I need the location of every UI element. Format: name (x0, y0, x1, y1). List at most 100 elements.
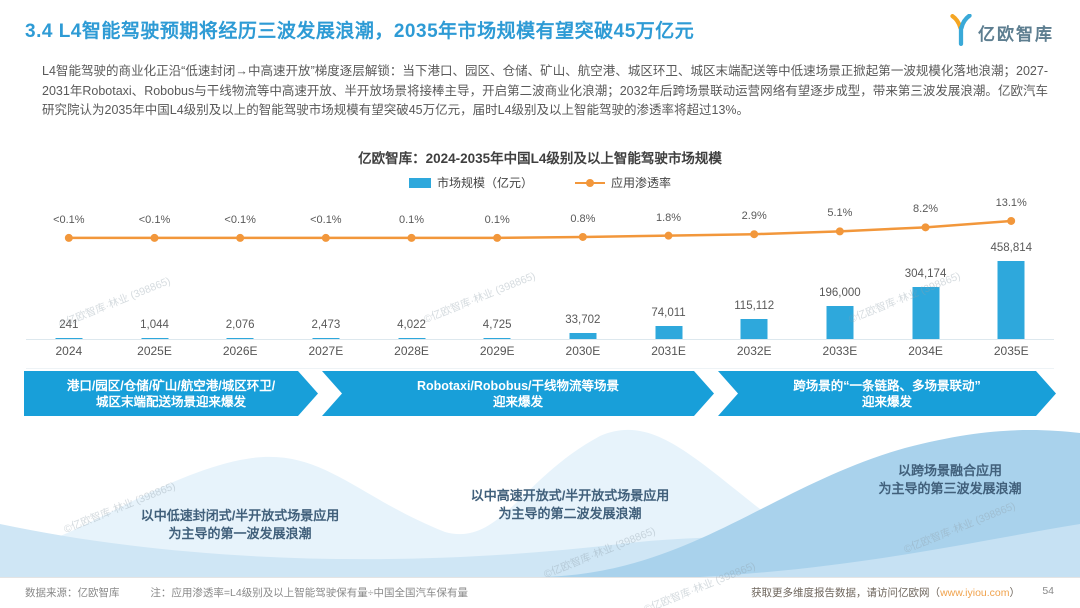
market-size-label: 196,000 (819, 286, 861, 299)
market-size-label: 2,076 (225, 318, 255, 331)
footnote: 注：应用渗透率=L4级别及以上智能驾驶保有量÷中国全国汽车保有量 (150, 587, 468, 599)
year-tick-label: 2029E (479, 344, 515, 358)
market-size-bar (312, 337, 340, 339)
market-size-label: 241 (59, 318, 79, 331)
wave1-label: 以中低速封闭式/半开放式场景应用 为主导的第一波发展浪潮 (140, 508, 340, 541)
line-swatch-icon (575, 178, 605, 188)
market-size-bar (655, 326, 683, 339)
page-number: 54 (1042, 585, 1054, 597)
market-size-bar (569, 333, 597, 339)
penetration-label: <0.1% (224, 213, 256, 226)
footer-right: 获取更多维度报告数据，请访问亿欧网（www.iyiou.com） (751, 587, 1020, 599)
market-size-label: 458,814 (990, 242, 1033, 254)
wave-layer-foam (700, 524, 1080, 577)
combo-chart: <0.1% 241 2024 <0.1% 1,044 2025E <0.1% 2,076 202… (26, 196, 1054, 372)
chart-legend: 市场规模（亿元） 应用渗透率 (0, 174, 1080, 191)
penetration-label: 13.1% (995, 196, 1027, 209)
footer-left: 数据来源：亿欧智库 注：应用渗透率=L4级别及以上智能驾驶保有量÷中国全国汽车保… (25, 585, 468, 600)
page-header: 3.4 L4智能驾驶预期将经历三波发展浪潮，2035年市场规模有望突破45万亿元 (25, 16, 905, 43)
axis-bottom-rule (26, 368, 1054, 369)
market-size-label: 4,022 (397, 318, 426, 331)
banner-wave2-scenes: Robotaxi/Robobus/干线物流等场景 迎来爆发 (322, 371, 714, 416)
market-size-bar (398, 337, 426, 339)
chart-column-2026E: <0.1% 2,076 2026E (197, 196, 283, 372)
market-size-bar (226, 337, 254, 339)
legend-label: 应用渗透率 (611, 176, 672, 190)
iyiou-link[interactable]: www.iyiou.com (940, 587, 1010, 599)
market-size-label: 74,011 (651, 307, 686, 320)
chart-column-2035E: 13.1% 458,814 2035E (968, 196, 1054, 372)
banner-text: 迎来爆发 (861, 394, 912, 409)
legend-item-penetration: 应用渗透率 (575, 174, 671, 191)
x-axis-baseline (26, 339, 1054, 340)
chart-column-2034E: 8.2% 304,174 2034E (883, 196, 969, 372)
penetration-label: 1.8% (656, 211, 682, 224)
penetration-label: <0.1% (53, 213, 85, 226)
banner-text: 港口/园区/仓储/矿山/航空港/城区环卫/ (66, 378, 276, 393)
wave2-label: 以中高速开放式/半开放式场景应用 为主导的第二波发展浪潮 (470, 488, 670, 521)
market-size-bar (826, 305, 854, 339)
chart-title: 亿欧智库：2024-2035年中国L4级别及以上智能驾驶市场规模 (358, 151, 722, 166)
wave-graphic (0, 429, 1080, 577)
market-size-bar (912, 287, 940, 339)
chart-column-2031E: 1.8% 74,011 2031E (626, 196, 712, 372)
year-tick-label: 2032E (736, 344, 772, 358)
banner-text: 跨场景的“一条链路、多场景联动” (793, 378, 981, 393)
brand-logo: 亿欧智库 (948, 13, 1054, 51)
penetration-label: 8.2% (913, 203, 939, 216)
penetration-label: 0.8% (570, 212, 596, 225)
market-size-label: 304,174 (904, 268, 947, 281)
year-tick-label: 2034E (908, 344, 943, 358)
banner-text: 城区末端配送场景迎来爆发 (95, 394, 246, 409)
market-size-label: 1,044 (140, 318, 169, 331)
chart-column-2027E: <0.1% 2,473 2027E (283, 196, 369, 372)
penetration-label: 0.1% (484, 213, 510, 226)
chart-column-2024: <0.1% 241 2024 (26, 196, 112, 372)
penetration-label: <0.1% (138, 213, 171, 226)
page-title: 3.4 L4智能驾驶预期将经历三波发展浪潮，2035年市场规模有望突破45万亿元 (25, 21, 695, 42)
chart-column-2025E: <0.1% 1,044 2025E (112, 196, 198, 372)
market-size-bar (740, 319, 768, 339)
year-tick-label: 2030E (565, 344, 601, 358)
year-tick-label: 2024 (55, 344, 83, 358)
year-tick-label: 2035E (993, 344, 1029, 358)
chart-column-2029E: 0.1% 4,725 2029E (454, 196, 540, 372)
market-size-bar (141, 337, 168, 339)
bar-swatch-icon (408, 177, 431, 188)
penetration-label: 2.9% (741, 210, 767, 223)
wave-layer-dark (540, 429, 1080, 577)
chart-column-2032E: 2.9% 115,112 2032E (711, 196, 797, 372)
banner-text: 迎来爆发 (492, 394, 543, 409)
penetration-label: <0.1% (310, 213, 342, 226)
banner-wave1-scenes: 港口/园区/仓储/矿山/航空港/城区环卫/ 城区末端配送场景迎来爆发 (24, 371, 318, 416)
year-tick-label: 2031E (651, 344, 686, 358)
chart-column-2028E: 0.1% 4,022 2028E (369, 196, 455, 372)
legend-label: 市场规模（亿元） (436, 176, 533, 190)
banner-text: Robotaxi/Robobus/干线物流等场景 (416, 378, 620, 393)
market-size-label: 4,725 (482, 318, 512, 331)
year-tick-label: 2028E (394, 344, 429, 358)
chart-column-2033E: 5.1% 196,000 2033E (797, 196, 883, 372)
year-tick-label: 2033E (822, 344, 858, 358)
market-size-bar (55, 337, 83, 339)
year-tick-label: 2027E (308, 344, 344, 358)
footer-divider (0, 577, 1080, 578)
legend-item-market-size: 市场规模（亿元） (408, 174, 533, 191)
chart-column-2030E: 0.8% 33,702 2030E (540, 196, 626, 372)
market-size-bar (483, 337, 511, 339)
data-source: 数据来源：亿欧智库 (25, 587, 120, 599)
market-size-label: 2,473 (311, 318, 341, 331)
year-tick-label: 2026E (222, 344, 258, 358)
penetration-label: 5.1% (827, 207, 853, 220)
year-tick-label: 2025E (137, 344, 172, 358)
intro-paragraph: L4智能驾驶的商业化正沿“低速封闭→中高速开放”梯度逐层解锁：当下港口、园区、仓… (42, 64, 1048, 117)
logo-y-icon (948, 13, 974, 51)
market-size-bar (997, 261, 1025, 339)
wave3-label: 以跨场景融合应用 为主导的第三波发展浪潮 (878, 463, 1022, 496)
market-size-label: 33,702 (565, 314, 601, 327)
banner-wave3-scenes: 跨场景的“一条链路、多场景联动” 迎来爆发 (718, 371, 1056, 416)
logo-text: 亿欧智库 (978, 25, 1054, 44)
chart-columns: <0.1% 241 2024 <0.1% 1,044 2025E <0.1% 2,076 202… (26, 196, 1054, 372)
market-size-label: 115,112 (734, 300, 775, 313)
